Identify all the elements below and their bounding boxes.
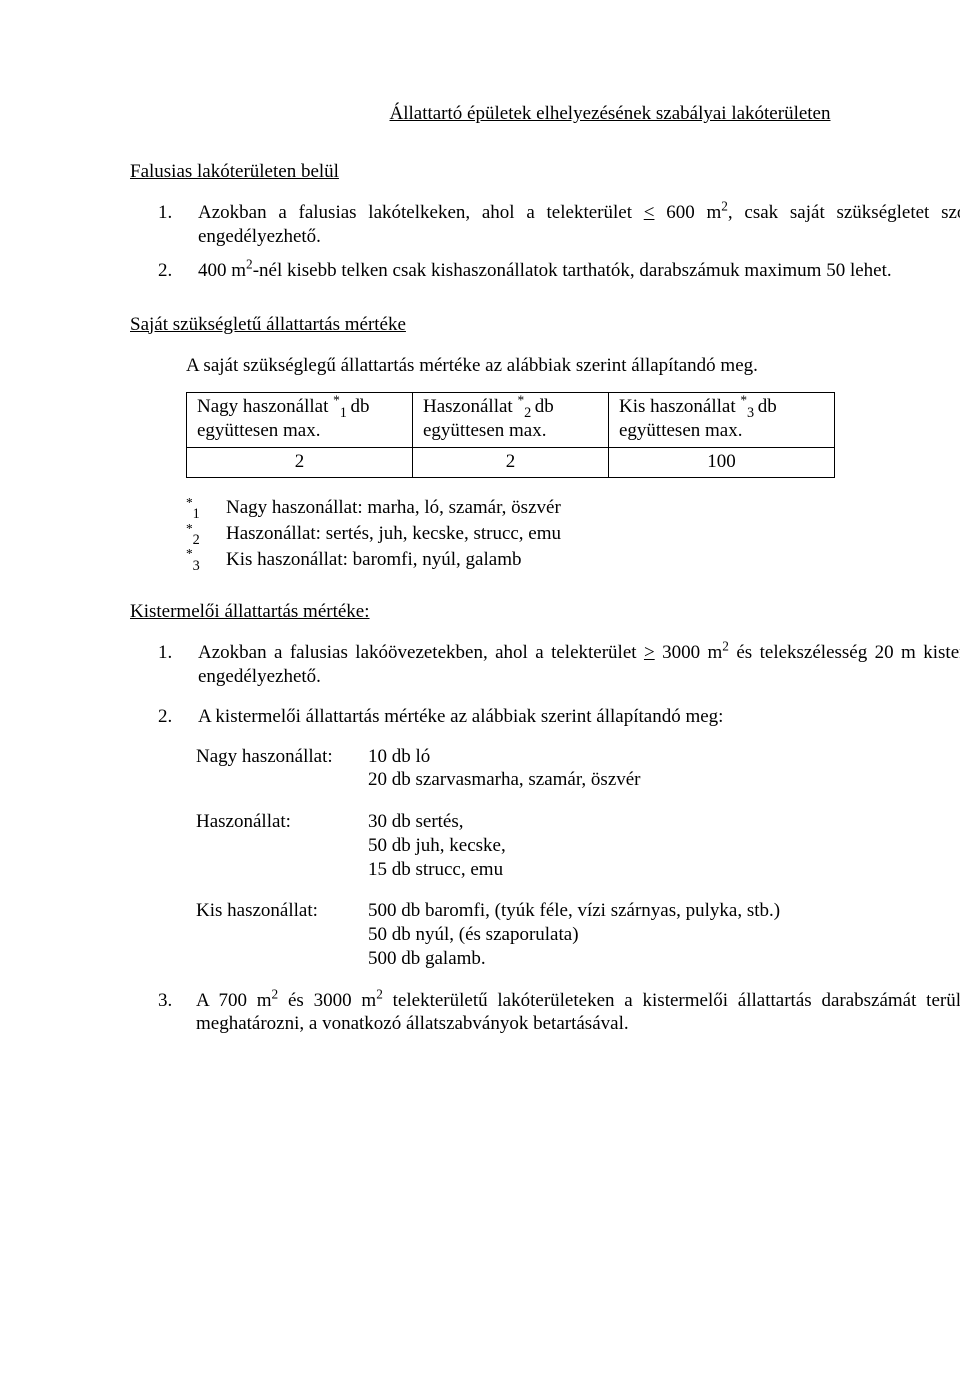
list-item: 2.400 m2-nél kisebb telken csak kishaszo… (130, 259, 960, 283)
table-legend: *1Nagy haszonállat: marha, ló, szamár, ö… (186, 496, 960, 571)
definition-key: Kis haszonállat: (196, 899, 368, 970)
list-item: 2.A kistermelői állattartás mértéke az a… (130, 705, 960, 729)
table-header-cell: Haszonállat *2 dbegyüttesen max. (413, 393, 609, 448)
item-text: A kistermelői állattartás mértéke az alá… (198, 705, 960, 729)
legend-value: Kis haszonállat: baromfi, nyúl, galamb (226, 548, 960, 572)
final-paragraph: 3.A 700 m2 és 3000 m2 telekterületű lakó… (130, 989, 960, 1037)
legend-row: *3Kis haszonállat: baromfi, nyúl, galamb (186, 548, 960, 572)
item-text: 400 m2-nél kisebb telken csak kishaszoná… (198, 259, 960, 283)
table-value-cell: 100 (609, 447, 835, 478)
table-header-cell: Kis haszonállat *3 dbegyüttesen max. (609, 393, 835, 448)
item-text: A 700 m2 és 3000 m2 telekterületű lakóte… (196, 989, 960, 1037)
definition-row: Kis haszonállat:500 db baromfi, (tyúk fé… (196, 899, 960, 970)
definition-row: Nagy haszonállat:10 db ló20 db szarvasma… (196, 745, 960, 793)
attachment-label: 2. sz. melléklet (130, 50, 960, 74)
legend-value: Haszonállat: sertés, juh, kecske, strucc… (226, 522, 960, 546)
item-number: 2. (130, 705, 198, 729)
item-number: 1. (130, 201, 198, 249)
item-number: 2. (130, 259, 198, 283)
list-item: 1.Azokban a falusias lakótelkeken, ahol … (130, 201, 960, 249)
item-number: 1. (130, 641, 198, 689)
definition-key: Nagy haszonállat: (196, 745, 368, 793)
table-header-cell: Nagy haszonállat *1 dbegyüttesen max. (187, 393, 413, 448)
legend-key: *1 (186, 496, 226, 520)
section2-heading: Saját szükségletű állattartás mértéke (130, 313, 960, 337)
section2-paragraph: A saját szükséglegű állattartás mértéke … (186, 354, 960, 378)
item-text: Azokban a falusias lakótelkeken, ahol a … (198, 201, 960, 249)
definition-value: 30 db sertés,50 db juh, kecske,15 db str… (368, 810, 960, 881)
document-title: Állattartó épületek elhelyezésének szabá… (130, 102, 960, 126)
legend-row: *1Nagy haszonállat: marha, ló, szamár, ö… (186, 496, 960, 520)
legend-key: *2 (186, 522, 226, 546)
table-value-cell: 2 (187, 447, 413, 478)
legend-row: *2Haszonállat: sertés, juh, kecske, stru… (186, 522, 960, 546)
legend-value: Nagy haszonállat: marha, ló, szamár, ösz… (226, 496, 960, 520)
list-item: 1.Azokban a falusias lakóövezetekben, ah… (130, 641, 960, 689)
section1-list: 1.Azokban a falusias lakótelkeken, ahol … (130, 201, 960, 282)
section3-heading: Kistermelői állattartás mértéke: (130, 600, 960, 624)
item-text: Azokban a falusias lakóövezetekben, ahol… (198, 641, 960, 689)
item-number: 3. (130, 989, 196, 1037)
definition-key: Haszonállat: (196, 810, 368, 881)
definition-row: Haszonállat:30 db sertés,50 db juh, kecs… (196, 810, 960, 881)
section1-heading: Falusias lakóterületen belül (130, 160, 960, 184)
legend-key: *3 (186, 548, 226, 572)
table-value-cell: 2 (413, 447, 609, 478)
limits-definitions: Nagy haszonállat:10 db ló20 db szarvasma… (196, 745, 960, 971)
limits-table: Nagy haszonállat *1 dbegyüttesen max.Has… (186, 392, 835, 478)
definition-value: 500 db baromfi, (tyúk féle, vízi szárnya… (368, 899, 960, 970)
section3-list: 1.Azokban a falusias lakóövezetekben, ah… (130, 641, 960, 728)
definition-value: 10 db ló20 db szarvasmarha, szamár, öszv… (368, 745, 960, 793)
